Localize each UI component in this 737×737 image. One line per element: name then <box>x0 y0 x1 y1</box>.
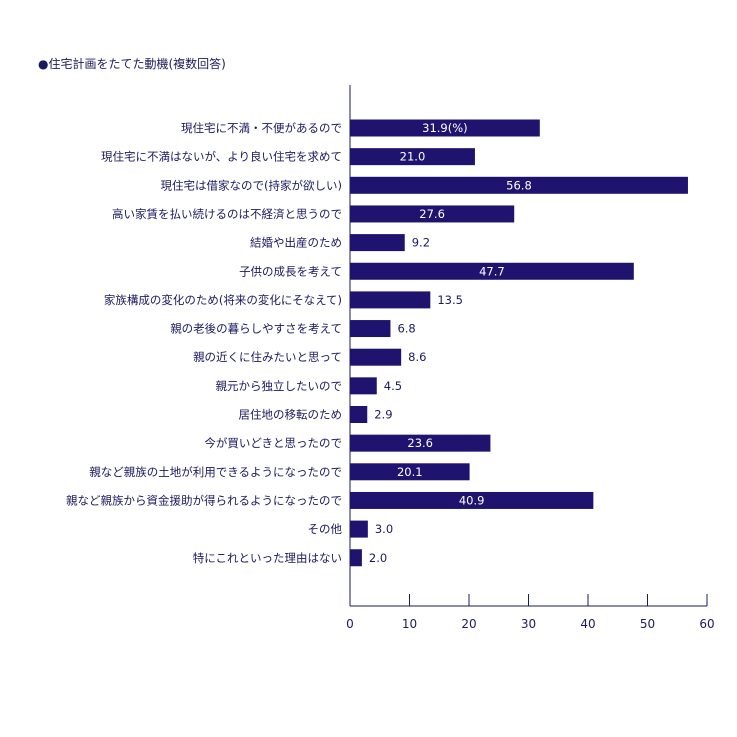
bar <box>350 205 515 223</box>
bar <box>350 291 431 309</box>
x-tick-label: 20 <box>461 617 476 631</box>
value-label: 20.1 <box>397 465 423 479</box>
value-label: 23.6 <box>407 436 433 450</box>
bar <box>350 234 405 252</box>
category-label: 親など親族から資金援助が得られるようになったので <box>66 493 342 507</box>
category-label: 結婚や出産のため <box>250 236 342 250</box>
value-label: 21.0 <box>400 150 426 164</box>
x-tick-label: 0 <box>346 617 354 631</box>
bar <box>350 463 470 481</box>
bar <box>350 119 540 137</box>
bar <box>350 348 402 366</box>
value-label: 27.6 <box>419 207 445 221</box>
category-label: 親の老後の暮らしやすさを考えて <box>170 322 342 336</box>
bar <box>350 148 475 166</box>
value-label: 2.0 <box>369 551 387 565</box>
category-label: 親など親族の土地が利用できるようになったので <box>89 465 342 479</box>
x-tick-label: 50 <box>640 617 655 631</box>
bar <box>350 377 377 395</box>
value-label: 2.9 <box>374 408 392 422</box>
category-label: 今が買いどきと思ったので <box>204 436 342 450</box>
category-label: 現住宅は借家なので(持家が欲しい) <box>161 178 342 192</box>
bar <box>350 262 634 280</box>
category-label: 親の近くに住みたいと思って <box>193 350 342 364</box>
category-label: 現住宅に不満・不便があるので <box>181 121 342 135</box>
value-label: 8.6 <box>408 350 426 364</box>
value-label: 9.2 <box>412 236 430 250</box>
value-label: 4.5 <box>384 379 402 393</box>
x-tick-label: 10 <box>402 617 417 631</box>
value-label: 6.8 <box>397 322 415 336</box>
bar <box>350 406 368 423</box>
value-label: 31.9(%) <box>422 121 468 135</box>
x-tick-label: 40 <box>580 617 595 631</box>
category-label: 居住地の移転のため <box>239 408 343 422</box>
category-label: 子供の成長を考えて <box>239 264 342 278</box>
category-label: 親元から独立したいので <box>216 379 343 393</box>
bar <box>350 176 688 194</box>
value-label: 56.8 <box>506 178 532 192</box>
value-label: 3.0 <box>375 522 393 536</box>
chart-title: ●住宅計画をたてた動機(複数回答) <box>38 57 226 71</box>
category-label: 家族構成の変化のため(将来の変化にそなえて) <box>104 293 342 307</box>
value-label: 13.5 <box>437 293 463 307</box>
value-label: 40.9 <box>459 493 485 507</box>
category-label: 高い家賃を払い続けるのは不経済と思うので <box>112 207 342 221</box>
bar <box>350 520 368 538</box>
bar <box>350 434 491 452</box>
category-label: 特にこれといった理由はない <box>193 551 342 565</box>
bar <box>350 549 362 567</box>
bar <box>350 320 391 338</box>
value-label: 47.7 <box>479 264 505 278</box>
bar <box>350 491 594 509</box>
category-label: その他 <box>308 522 343 536</box>
x-tick-label: 30 <box>521 617 536 631</box>
category-label: 現住宅に不満はないが、より良い住宅を求めて <box>101 150 342 164</box>
x-tick-label: 60 <box>699 617 714 631</box>
